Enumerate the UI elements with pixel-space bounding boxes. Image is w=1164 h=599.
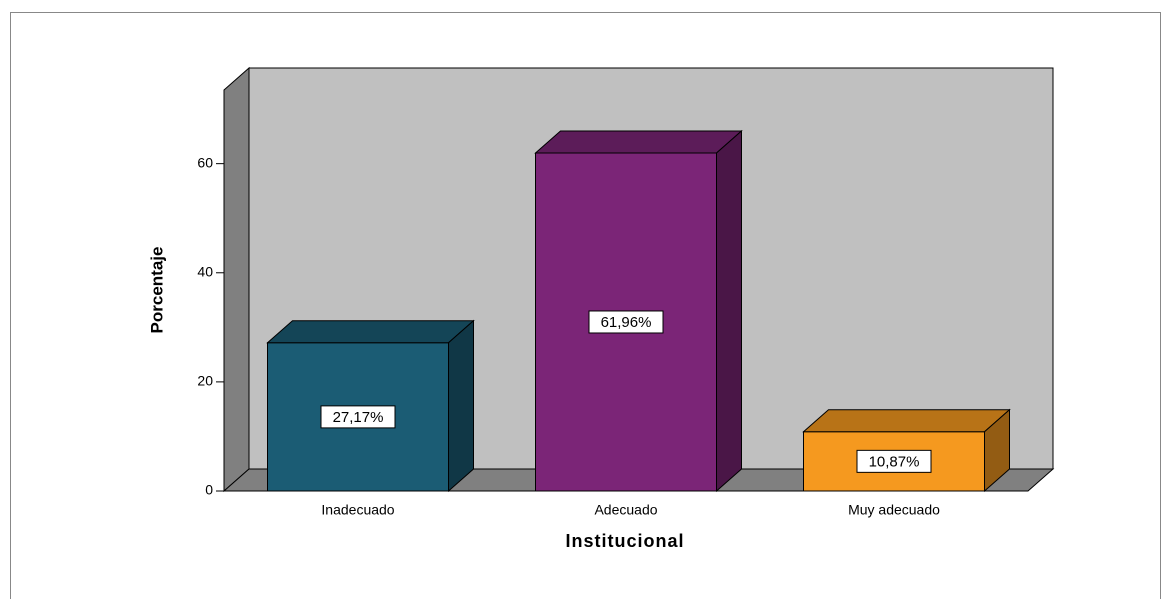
plot-area: 0 20 40 60 27,17% Inadecuado 61,96% Adecuado 10,… bbox=[197, 66, 1055, 518]
x-tick-label: Muy adecuado bbox=[848, 502, 940, 518]
y-tick-label: 60 bbox=[197, 154, 213, 170]
value-label: 27,17% bbox=[333, 409, 384, 426]
side-wall bbox=[223, 66, 250, 493]
x-tick-label: Adecuado bbox=[594, 502, 657, 518]
value-label: 61,96% bbox=[601, 314, 652, 331]
value-label-box bbox=[588, 310, 664, 334]
bar-side bbox=[984, 408, 1010, 493]
value-label: 10,87% bbox=[869, 453, 920, 470]
y-axis-label: Porcentaje bbox=[147, 247, 166, 334]
bar-side bbox=[448, 319, 474, 493]
x-tick-label: Inadecuado bbox=[321, 502, 394, 518]
x-axis-label: Institucional bbox=[565, 531, 684, 551]
y-tick-label: 20 bbox=[197, 373, 213, 389]
bar-top bbox=[266, 320, 475, 344]
value-label-box bbox=[320, 405, 396, 429]
bar-top bbox=[534, 130, 743, 154]
bar-top bbox=[802, 409, 1011, 433]
value-label-box bbox=[856, 449, 932, 473]
y-tick-label: 40 bbox=[197, 263, 213, 279]
bar-side bbox=[716, 129, 742, 493]
y-tick-label: 0 bbox=[205, 482, 213, 498]
